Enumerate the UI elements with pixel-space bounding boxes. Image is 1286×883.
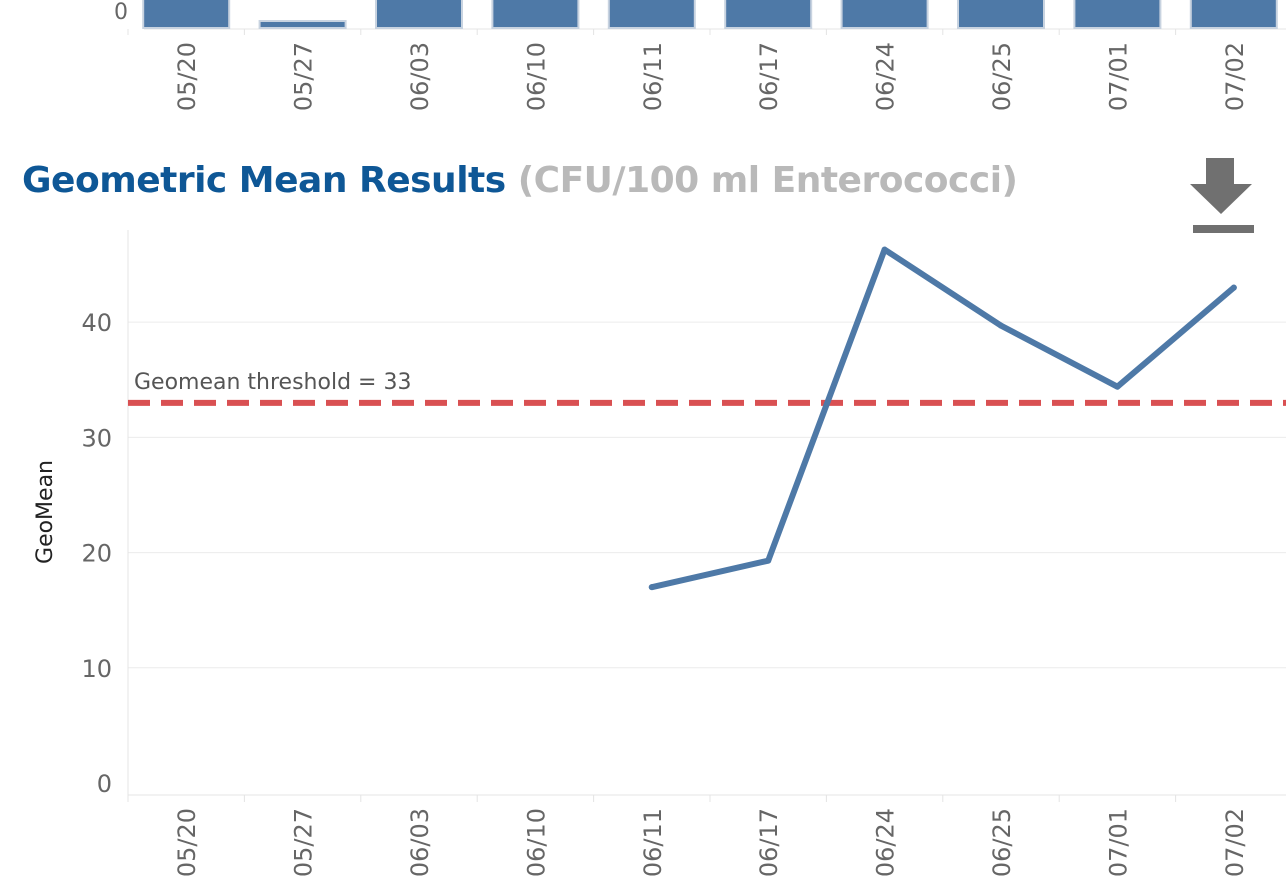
x-tick-label: 06/25 — [988, 808, 1016, 877]
top-x-tick-label: 07/01 — [1104, 42, 1132, 111]
data-point[interactable] — [1230, 284, 1237, 291]
data-point[interactable] — [1114, 383, 1121, 390]
x-tick-label: 07/02 — [1221, 808, 1249, 877]
top-bar — [375, 0, 463, 29]
x-tick-label: 05/20 — [173, 808, 201, 877]
x-tick-label: 06/17 — [755, 808, 783, 877]
top-x-tick-label: 06/03 — [406, 42, 434, 111]
top-y-tick-label: 0 — [114, 0, 128, 25]
top-bar — [957, 0, 1045, 29]
x-axis: 05/20 05/27 06/03 06/10 06/11 06/17 06/24 06/25… — [127, 795, 1249, 877]
data-point[interactable] — [648, 584, 655, 591]
top-bar — [491, 0, 580, 29]
top-bar — [258, 20, 347, 29]
x-tick-label: 05/27 — [290, 808, 318, 877]
top-x-tick-label: 06/24 — [872, 42, 900, 111]
threshold-label: Geomean threshold = 33 — [134, 370, 411, 395]
top-bar-chart: 0 05/20 05/27 06/03 06/10 06/11 06/17 06/24 06/… — [114, 0, 1286, 111]
series-line — [648, 246, 1237, 591]
chart-title: Geometric Mean Results (CFU/100 ml Enter… — [22, 160, 1018, 210]
x-tick-label: 06/10 — [522, 808, 550, 877]
title-main: Geometric Mean Results — [22, 160, 506, 201]
y-tick-label: 30 — [81, 424, 112, 452]
x-tick-label: 07/01 — [1104, 808, 1132, 877]
download-icon — [1190, 158, 1254, 233]
top-x-tick-label: 06/11 — [639, 42, 667, 111]
title-units: (CFU/100 ml Enterococci) — [517, 160, 1018, 201]
top-x-tick-label: 06/17 — [755, 42, 783, 111]
gridlines — [128, 321, 1286, 669]
data-point[interactable] — [765, 557, 772, 564]
download-button[interactable] — [1188, 156, 1254, 236]
top-x-tick-label: 05/20 — [173, 42, 201, 111]
top-bar — [1073, 0, 1162, 29]
y-axis-title: GeoMean — [33, 460, 58, 564]
top-bar — [724, 0, 813, 29]
x-tick-label: 06/03 — [406, 808, 434, 877]
x-tick-label: 06/11 — [639, 808, 667, 877]
y-tick-label: 20 — [81, 540, 112, 568]
y-axis: 0 10 20 30 40 — [81, 309, 112, 798]
top-bar — [1189, 0, 1278, 29]
series-layer — [648, 246, 1237, 591]
top-bars — [142, 0, 1278, 29]
x-tick-label: 06/24 — [872, 808, 900, 877]
top-bar — [142, 0, 231, 29]
top-x-tick-label: 05/27 — [290, 42, 318, 111]
top-x-tick-label: 07/02 — [1221, 42, 1249, 111]
data-point[interactable] — [881, 246, 888, 253]
top-x-axis: 05/20 05/27 06/03 06/10 06/11 06/17 06/24 06/25… — [127, 29, 1249, 111]
data-point[interactable] — [998, 322, 1004, 329]
y-tick-label: 0 — [97, 770, 112, 798]
top-x-tick-label: 06/25 — [988, 42, 1016, 111]
top-x-tick-label: 06/10 — [522, 42, 550, 111]
y-tick-label: 10 — [81, 655, 112, 683]
top-bar — [607, 0, 696, 29]
y-tick-label: 40 — [81, 309, 112, 337]
top-bar — [840, 0, 929, 29]
